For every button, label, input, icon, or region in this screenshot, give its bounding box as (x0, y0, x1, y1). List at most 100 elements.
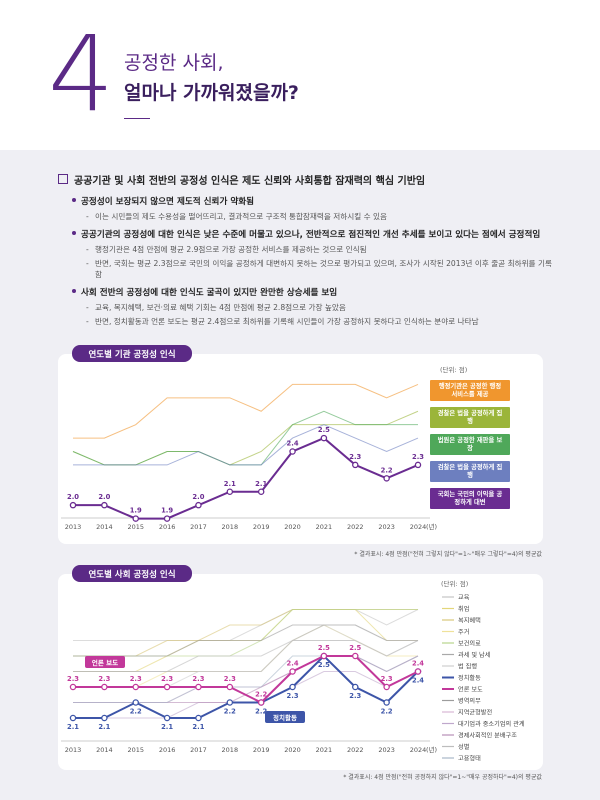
data-label: 2.1 (67, 723, 79, 731)
data-label: 2.3 (192, 675, 204, 683)
point-detail: 반면, 정치활동과 언론 보도는 평균 2.4점으로 최하위를 기록해 시민들이… (86, 316, 558, 327)
series-line (73, 609, 419, 641)
data-label: 2.4 (412, 660, 424, 668)
data-label: 2.2 (381, 466, 393, 474)
data-point (69, 714, 77, 722)
x-tick-label: 2015 (127, 523, 144, 531)
data-label: 2.1 (224, 480, 236, 488)
data-point (383, 699, 390, 706)
x-tick-label: 2019 (253, 746, 270, 754)
data-point (383, 683, 390, 691)
data-label: 1.9 (130, 507, 142, 515)
series-line (73, 436, 419, 520)
legend-label: 취업 (458, 605, 469, 613)
point-detail: 반면, 국회는 평균 2.3점으로 국민의 이익을 공정하게 대변하지 못하는 … (86, 258, 558, 280)
x-tick-label: 2018 (222, 523, 239, 531)
title-line: 공정한 사회, (124, 52, 224, 74)
legend-label: 복지혜택 (458, 616, 481, 624)
legend-entry: 법원은 공정한 재판을 보장 (430, 434, 510, 455)
data-label: 2.0 (192, 493, 204, 501)
annotation: 언론 보도 (92, 658, 118, 667)
data-point (69, 683, 77, 691)
data-label: 2.5 (318, 426, 330, 434)
point-detail: 이는 시민들의 제도 수용성을 떨어뜨리고, 결과적으로 구조적 통합잠재력을 … (86, 211, 558, 222)
x-tick-label: 2019 (253, 523, 270, 531)
legend-label: 정치활동 (458, 674, 481, 682)
x-tick-label: 2024 (410, 746, 427, 754)
series-line (73, 655, 419, 703)
legend-entry: 경찰은 법을 공정하게 집행 (430, 407, 510, 428)
chart-title: 연도별 사회 공정성 인식 (88, 569, 175, 580)
data-point (101, 714, 108, 722)
series-line (73, 624, 418, 672)
data-label: 2.5 (318, 661, 330, 669)
data-point (132, 699, 139, 706)
data-label: 2.2 (255, 708, 267, 716)
data-point (257, 488, 265, 495)
data-point (195, 501, 202, 509)
data-label: 2.0 (98, 493, 110, 501)
x-tick-label: 2017 (190, 746, 207, 754)
title-line: 얼마나 가까워졌을까? (124, 82, 299, 104)
data-point (132, 683, 139, 691)
annotation-tag (265, 711, 305, 723)
unit-label: (단위: 점) (440, 365, 467, 374)
data-label: 2.3 (349, 453, 361, 461)
data-label: 2.0 (67, 493, 79, 501)
data-label: 2.3 (381, 675, 393, 683)
x-tick-label: 2017 (190, 523, 207, 531)
data-point (101, 501, 108, 509)
x-tick-label: 2016 (159, 746, 176, 754)
x-tick-label: 2016 (159, 523, 176, 531)
data-point (414, 668, 422, 675)
data-point (226, 488, 234, 495)
x-unit: (년) (426, 745, 437, 754)
data-point (414, 461, 422, 469)
data-point (352, 683, 359, 691)
point-title: 공공기관의 공정성에 대한 인식은 낮은 수준에 머물고 있으나, 전반적으로 … (72, 228, 558, 240)
legend-label: 법 집행 (458, 662, 477, 670)
x-tick-label: 2020 (284, 746, 301, 754)
data-point (132, 515, 139, 522)
x-tick-label: 2014 (96, 523, 113, 531)
legend-label: 성별 (458, 743, 470, 751)
data-point (352, 652, 359, 660)
data-label: 2.3 (224, 675, 236, 683)
data-point (195, 714, 202, 722)
chart-title-tab (72, 565, 192, 582)
x-tick-label: 2021 (316, 746, 333, 754)
data-label: 2.3 (287, 692, 299, 700)
chart-title-tab (72, 345, 192, 362)
x-tick-label: 2014 (96, 746, 113, 754)
legend-label: 교육 (458, 594, 470, 601)
legend-entry: 검찰은 법을 공정하게 집행 (430, 461, 510, 482)
x-tick-label: 2023 (378, 746, 395, 754)
data-point (163, 515, 171, 522)
series-line (73, 655, 419, 704)
data-label: 2.2 (381, 708, 393, 716)
divider (124, 118, 150, 119)
x-tick-label: 2023 (378, 523, 395, 531)
data-point (226, 699, 234, 706)
summary: 공공기관 및 사회 전반의 공정성 인식은 제도 신뢰와 사회통합 잠재력의 핵… (58, 172, 558, 330)
data-label: 1.9 (161, 507, 173, 515)
x-unit: (년) (426, 522, 437, 531)
data-label: 2.5 (349, 644, 361, 652)
legend-entry: 행정기관은 공정한 행정서비스를 제공 (430, 380, 510, 401)
point-detail: 행정기관은 4점 만점에 평균 2.9점으로 가장 공정한 서비스를 제공하는 … (86, 244, 558, 255)
data-point (352, 461, 359, 469)
unit-label: (단위: 점) (441, 579, 468, 588)
legend-label: 보건의료 (458, 639, 481, 647)
annotation: 정치활동 (273, 713, 297, 722)
footnote: * 결과표시: 4점 만점("전혀 공정하지 않다"=1~"매우 공정하다"=4… (343, 773, 542, 781)
data-label: 2.3 (67, 675, 79, 683)
legend-label: 고용형태 (458, 754, 481, 762)
point-title: 공정성이 보장되지 않으면 제도적 신뢰가 약화됨 (72, 195, 558, 207)
data-label: 2.1 (255, 480, 267, 488)
data-point (320, 434, 328, 442)
x-tick-label: 2022 (347, 746, 364, 754)
legend-label: 대기업과 중소기업의 관계 (458, 720, 525, 728)
data-point (383, 475, 390, 482)
footnote: * 결과표시: 4점 만점("전혀 그렇지 않다"=1~"매우 그렇다"=4)의… (354, 550, 542, 558)
data-point (257, 699, 265, 706)
